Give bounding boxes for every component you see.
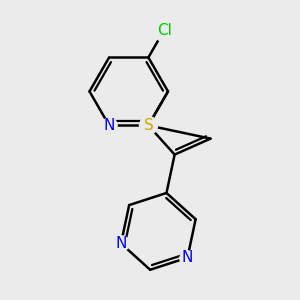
Text: Cl: Cl [157,23,172,38]
Text: S: S [143,118,153,133]
Text: N: N [103,118,115,133]
Text: N: N [115,236,127,251]
Text: N: N [182,250,193,265]
